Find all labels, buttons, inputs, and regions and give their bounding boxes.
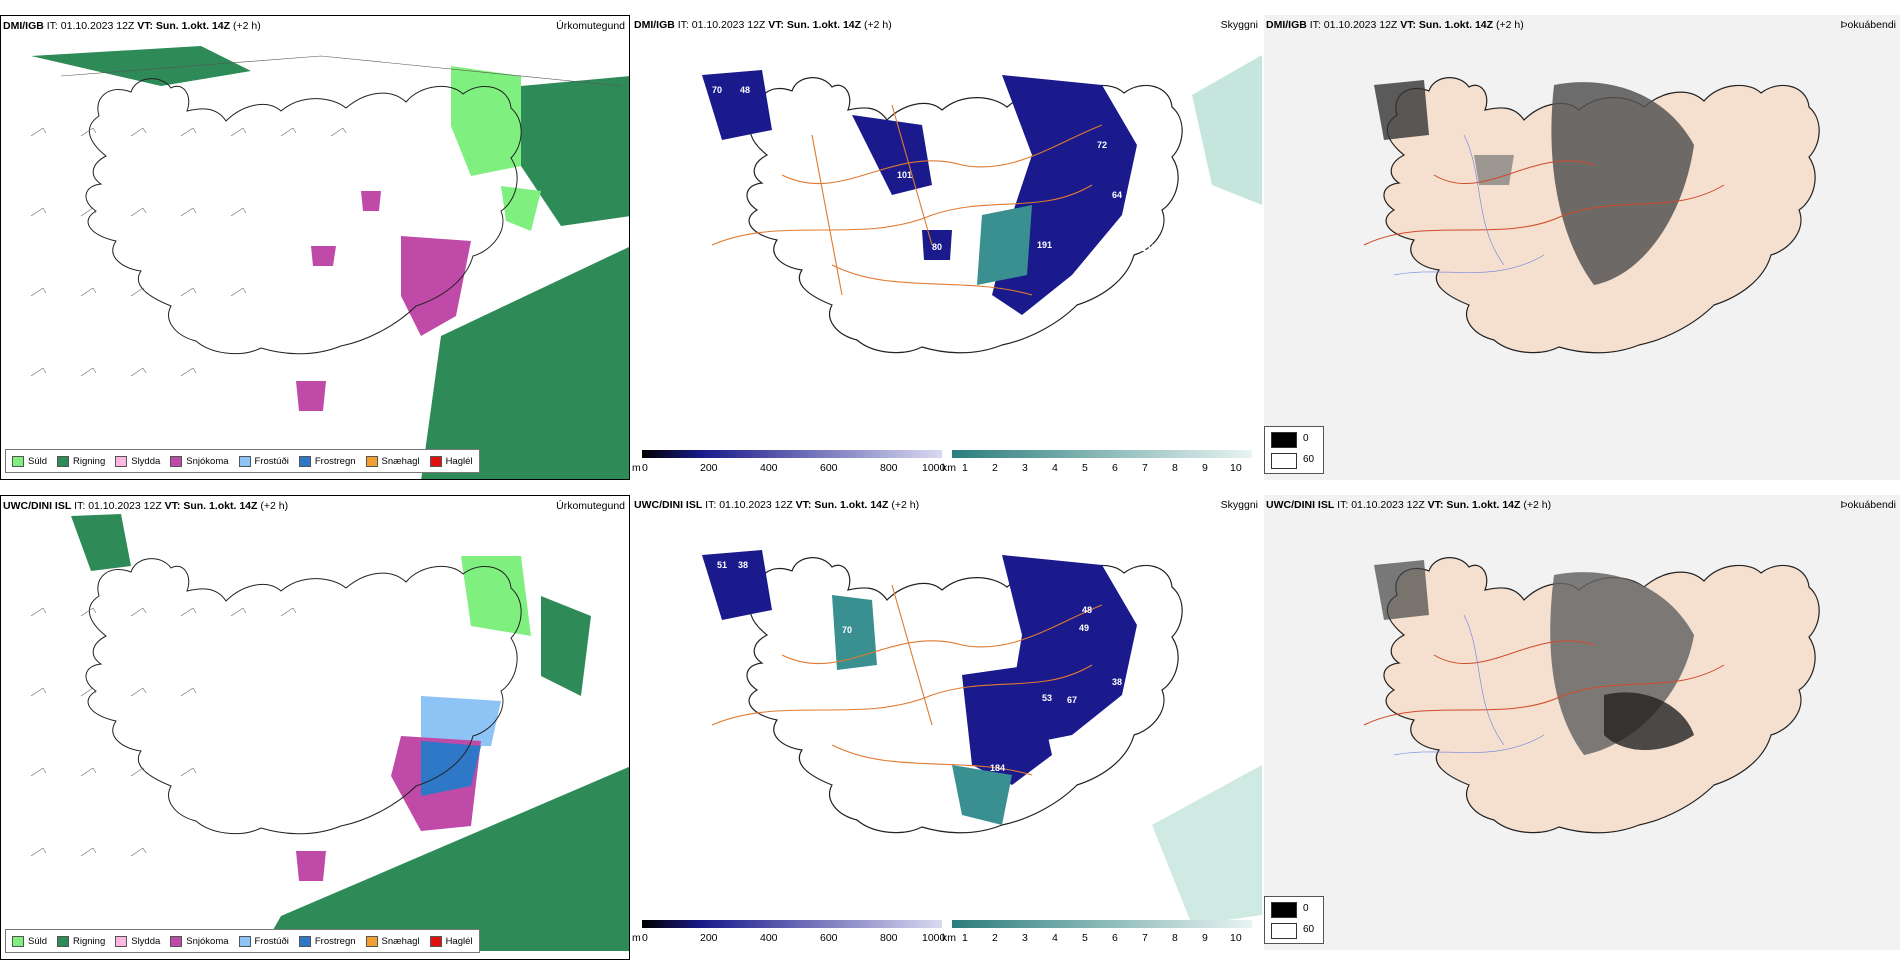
precip-legend: Súld Rigning Slydda Snjókoma Frostúði Fr…: [5, 929, 480, 953]
precip-legend: Súld Rigning Slydda Snjókoma Frostúði Fr…: [5, 449, 480, 473]
visibility-map-canvas: [632, 495, 1262, 950]
panel-title: UWC/DINI ISL IT: 01.10.2023 12Z VT: Sun.…: [3, 500, 289, 512]
precip-type-map-row1: DMI/IGB IT: 01.10.2023 12Z VT: Sun. 1.ok…: [0, 15, 630, 480]
cloud-number: 70: [712, 85, 723, 95]
panel-title: DMI/IGB IT: 01.10.2023 12Z VT: Sun. 1.ok…: [634, 19, 892, 31]
cloud-number: 101: [897, 170, 913, 180]
cloud-number: 90: [887, 380, 898, 390]
cloud-number: 70: [842, 625, 853, 635]
precip-map-canvas: [1, 496, 629, 951]
height-visibility-scales: m 0 200 400 600 800 1000 km 1 2 3 4 5 6 …: [632, 448, 1262, 476]
product-label: Þokuábendi: [1840, 19, 1896, 31]
cloud-number: 206: [887, 860, 903, 870]
visibility-map-row1: DMI/IGB IT: 01.10.2023 12Z VT: Sun. 1.ok…: [632, 15, 1262, 480]
cloud-number: 184: [990, 763, 1006, 773]
panel-title: UWC/DINI ISL IT: 01.10.2023 12Z VT: Sun.…: [634, 499, 920, 511]
fog-map-canvas: [1264, 15, 1900, 480]
cloud-number: 80: [932, 242, 943, 252]
cloud-number: 51: [717, 560, 728, 570]
cloud-number: 117: [1142, 243, 1157, 253]
product-label: Úrkomutegund: [556, 20, 625, 32]
product-label: Skyggni: [1220, 499, 1258, 511]
visibility-map-canvas: [632, 15, 1262, 480]
height-visibility-scales: m 0 200 400 600 800 1000 km 1 2 3 4 5 6 …: [632, 918, 1262, 946]
fog-map-canvas: [1264, 495, 1900, 950]
fog-legend: 0 60: [1264, 896, 1324, 944]
cloud-number: 48: [1082, 605, 1093, 615]
panel-title: DMI/IGB IT: 01.10.2023 12Z VT: Sun. 1.ok…: [3, 20, 261, 32]
precip-map-canvas: [1, 16, 629, 479]
cloud-number: 72: [1097, 140, 1108, 150]
cloud-number: 40: [1124, 590, 1135, 600]
panel-title: DMI/IGB IT: 01.10.2023 12Z VT: Sun. 1.ok…: [1266, 19, 1524, 31]
panel-title: UWC/DINI ISL IT: 01.10.2023 12Z VT: Sun.…: [1266, 499, 1552, 511]
cloud-number: 49: [1079, 623, 1090, 633]
cloud-number: 191: [1037, 240, 1053, 250]
cloud-number: 43: [1127, 115, 1138, 125]
visibility-map-row2: UWC/DINI ISL IT: 01.10.2023 12Z VT: Sun.…: [632, 495, 1262, 950]
precip-type-map-row2: UWC/DINI ISL IT: 01.10.2023 12Z VT: Sun.…: [0, 495, 630, 960]
product-label: Skyggni: [1220, 19, 1258, 31]
cloud-number: 67: [1067, 695, 1078, 705]
cloud-number: 64: [1112, 190, 1123, 200]
cloud-number: 48: [740, 85, 751, 95]
cloud-number: 38: [738, 560, 749, 570]
product-label: Úrkomutegund: [556, 500, 625, 512]
product-label: Þokuábendi: [1840, 499, 1896, 511]
cloud-number: 53: [1042, 693, 1053, 703]
cloud-number: 99: [1087, 273, 1098, 283]
cloud-number: 38: [1112, 677, 1123, 687]
fog-map-row2: UWC/DINI ISL IT: 01.10.2023 12Z VT: Sun.…: [1264, 495, 1900, 950]
fog-legend: 0 60: [1264, 426, 1324, 474]
fog-map-row1: DMI/IGB IT: 01.10.2023 12Z VT: Sun. 1.ok…: [1264, 15, 1900, 480]
